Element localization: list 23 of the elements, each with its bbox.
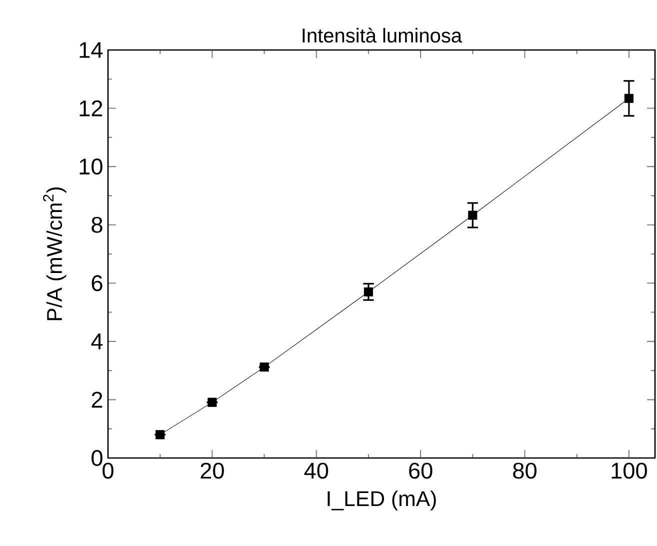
y-tick-label: 0 bbox=[92, 450, 102, 466]
point bbox=[208, 398, 217, 407]
y-tick-label: 8 bbox=[92, 216, 102, 233]
y-axis-title: P/A (mW/cm$^{2}$) bbox=[43, 187, 66, 320]
point bbox=[156, 430, 165, 440]
y-tick-label: 12 bbox=[80, 100, 102, 116]
x-tick-label: 100 bbox=[612, 462, 647, 479]
point bbox=[260, 362, 269, 372]
y-tick-label: 2 bbox=[92, 392, 102, 408]
point bbox=[364, 287, 374, 296]
point bbox=[468, 210, 478, 220]
y-tick-label: 4 bbox=[91, 334, 103, 350]
x-tick-label: 40 bbox=[304, 462, 328, 479]
x-tick-label: 80 bbox=[513, 462, 536, 479]
y-tick-label: 10 bbox=[80, 158, 102, 175]
y-tick-label: 14 bbox=[80, 42, 103, 58]
x-axis-title: I_LED (mA) bbox=[328, 490, 436, 510]
chart-title: Intensità luminosa bbox=[302, 28, 462, 43]
point bbox=[624, 94, 634, 103]
y-tick-label: 6 bbox=[92, 275, 102, 292]
x-tick-label: 60 bbox=[409, 462, 432, 479]
x-tick-label: 0 bbox=[102, 462, 114, 479]
x-tick-label: 20 bbox=[200, 462, 224, 479]
